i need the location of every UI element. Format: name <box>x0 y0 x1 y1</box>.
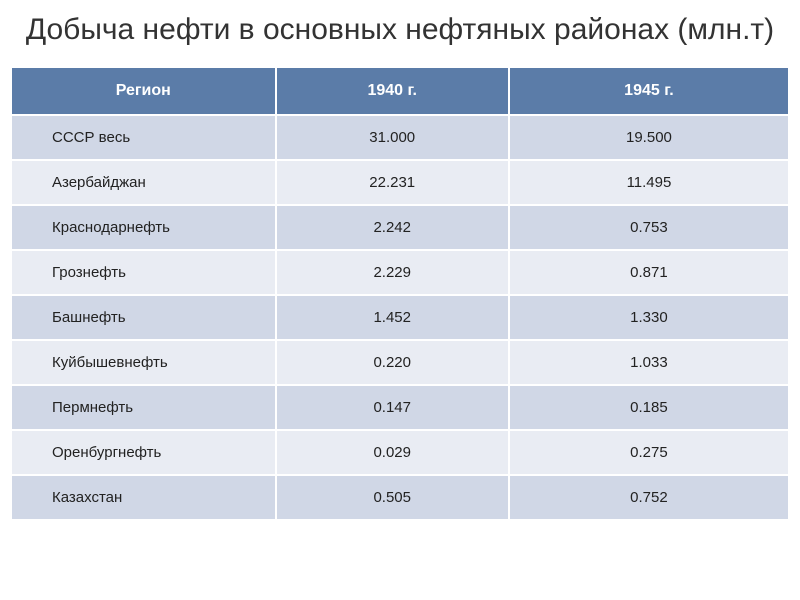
cell-1940: 0.029 <box>276 430 509 475</box>
table-row: СССР весь 31.000 19.500 <box>11 115 789 160</box>
cell-1940: 2.242 <box>276 205 509 250</box>
cell-1945: 0.275 <box>509 430 789 475</box>
cell-region: СССР весь <box>11 115 276 160</box>
table-row: Краснодарнефть 2.242 0.753 <box>11 205 789 250</box>
cell-region: Краснодарнефть <box>11 205 276 250</box>
cell-1940: 1.452 <box>276 295 509 340</box>
cell-1940: 22.231 <box>276 160 509 205</box>
cell-region: Пермнефть <box>11 385 276 430</box>
cell-1945: 19.500 <box>509 115 789 160</box>
cell-1945: 1.330 <box>509 295 789 340</box>
cell-1940: 0.220 <box>276 340 509 385</box>
table-row: Куйбышевнефть 0.220 1.033 <box>11 340 789 385</box>
header-1940: 1940 г. <box>276 67 509 115</box>
table-row: Азербайджан 22.231 11.495 <box>11 160 789 205</box>
table-row: Пермнефть 0.147 0.185 <box>11 385 789 430</box>
cell-region: Азербайджан <box>11 160 276 205</box>
header-region: Регион <box>11 67 276 115</box>
cell-1945: 0.185 <box>509 385 789 430</box>
cell-1940: 0.147 <box>276 385 509 430</box>
cell-region: Казахстан <box>11 475 276 520</box>
header-1945: 1945 г. <box>509 67 789 115</box>
page-title: Добыча нефти в основных нефтяных районах… <box>0 0 800 66</box>
cell-region: Грознефть <box>11 250 276 295</box>
cell-1940: 2.229 <box>276 250 509 295</box>
oil-production-table: Регион 1940 г. 1945 г. СССР весь 31.000 … <box>10 66 790 521</box>
cell-1945: 0.871 <box>509 250 789 295</box>
cell-region: Куйбышевнефть <box>11 340 276 385</box>
table-row: Грознефть 2.229 0.871 <box>11 250 789 295</box>
cell-1945: 0.752 <box>509 475 789 520</box>
table-row: Казахстан 0.505 0.752 <box>11 475 789 520</box>
cell-1945: 0.753 <box>509 205 789 250</box>
table-row: Башнефть 1.452 1.330 <box>11 295 789 340</box>
cell-region: Оренбургнефть <box>11 430 276 475</box>
cell-1945: 1.033 <box>509 340 789 385</box>
cell-1940: 0.505 <box>276 475 509 520</box>
cell-1945: 11.495 <box>509 160 789 205</box>
table-header-row: Регион 1940 г. 1945 г. <box>11 67 789 115</box>
table-row: Оренбургнефть 0.029 0.275 <box>11 430 789 475</box>
cell-1940: 31.000 <box>276 115 509 160</box>
cell-region: Башнефть <box>11 295 276 340</box>
